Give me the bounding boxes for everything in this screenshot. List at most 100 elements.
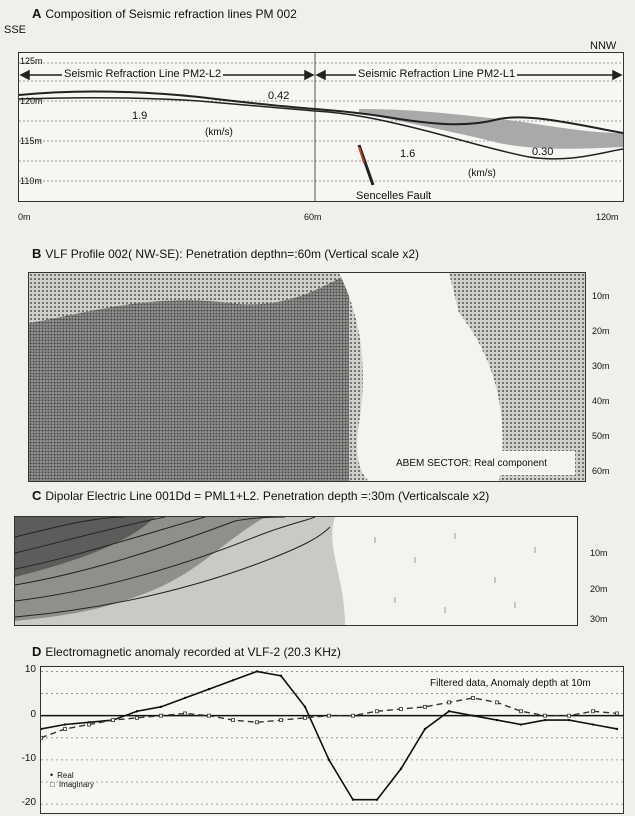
b-depth-10m: 10m xyxy=(592,291,610,301)
y-tick-120: 120m xyxy=(20,96,43,106)
panel-b-title-text: VLF Profile 002( NW-SE): Penetration dep… xyxy=(45,247,420,261)
vlf-high-anomaly-zone xyxy=(29,273,349,481)
em-point-real xyxy=(279,674,283,678)
em-point-imaginary xyxy=(447,700,451,705)
em-point-imaginary xyxy=(543,713,547,718)
em-point-imaginary xyxy=(111,718,115,722)
seismic-section-svg xyxy=(19,53,623,201)
panel-d-title-text: Electromagnetic anomaly recorded at VLF-… xyxy=(45,645,341,659)
em-point-imaginary xyxy=(135,715,139,720)
sector-label-bg xyxy=(389,451,575,475)
b-depth-50m: 50m xyxy=(592,431,610,441)
low-velocity-layer-fill xyxy=(359,109,623,149)
em-point-imaginary xyxy=(183,711,187,716)
em-y-tick-label: 10 xyxy=(24,664,36,676)
panel-c-title-text: Dipolar Electric Line 001Dd = PML1+L2. P… xyxy=(45,489,490,503)
em-series-real-line xyxy=(41,670,618,801)
velocity-label-16: 1.6 xyxy=(400,148,416,160)
velocity-label-030: 0.30 xyxy=(532,146,554,158)
em-point-imaginary xyxy=(255,720,259,725)
panel-a-title: A Composition of Seismic refraction lines… xyxy=(32,6,297,21)
x-tick-120: 120m xyxy=(596,212,619,222)
y-tick-125: 125m xyxy=(20,56,43,66)
legend-real-label: Real xyxy=(57,770,74,780)
legend-imaginary: □ Imaginary xyxy=(50,780,94,789)
em-point-real xyxy=(495,718,499,722)
em-point-real xyxy=(41,727,43,731)
surface-line xyxy=(19,90,623,134)
resistivity-contours xyxy=(15,517,331,618)
panel-a-letter: A xyxy=(32,6,42,21)
em-point-real xyxy=(159,705,163,709)
em-point-imaginary xyxy=(41,735,43,740)
seismic-section xyxy=(18,52,624,202)
em-point-imaginary xyxy=(423,704,427,709)
c-depth-10m: 10m xyxy=(590,548,608,558)
line-label-pm2-l2: Seismic Refraction Line PM2-L2 xyxy=(62,68,224,80)
em-point-real xyxy=(399,767,403,770)
em-chart-svg xyxy=(41,670,623,805)
em-point-imaginary xyxy=(303,715,307,720)
x-tick-0: 0m xyxy=(18,212,31,222)
em-point-imaginary xyxy=(567,713,571,718)
em-chart-frame xyxy=(40,666,624,814)
em-legend: • Real □ Imaginary xyxy=(50,770,94,789)
velocity-label-19: 1.9 xyxy=(132,110,148,122)
resistivity-zone-dark xyxy=(15,517,155,577)
c-depth-20m: 20m xyxy=(590,584,608,594)
electric-section-svg xyxy=(15,517,577,625)
em-point-imaginary xyxy=(591,709,595,714)
em-point-imaginary xyxy=(63,727,67,731)
em-point-real xyxy=(303,705,307,709)
legend-imag-marker: □ xyxy=(50,780,55,789)
seismic-gridlines xyxy=(19,62,623,182)
em-point-real xyxy=(447,710,451,713)
em-point-imaginary xyxy=(519,709,523,714)
unit-label-1: (km/s) xyxy=(205,127,233,138)
direction-sse: SSE xyxy=(4,24,27,36)
em-point-imaginary xyxy=(207,713,211,718)
panel-b-title: B VLF Profile 002( NW-SE): Penetration de… xyxy=(32,246,419,261)
em-point-imaginary xyxy=(327,713,331,718)
em-point-imaginary xyxy=(159,713,163,718)
em-point-real xyxy=(231,679,235,682)
em-y-tick-label: 0 xyxy=(30,708,36,720)
refractor-line xyxy=(19,96,623,160)
legend-real-marker: • xyxy=(50,770,54,780)
em-y-tick-label: -20 xyxy=(21,797,36,809)
sector-label: ABEM SECTOR: Real component xyxy=(396,458,547,469)
legend-imag-label: Imaginary xyxy=(58,780,94,789)
em-point-imaginary xyxy=(495,700,499,705)
em-point-imaginary xyxy=(471,696,475,700)
em-point-imaginary xyxy=(375,709,379,714)
vlf-section xyxy=(28,272,586,482)
em-point-real xyxy=(207,687,211,691)
em-point-real xyxy=(135,710,139,713)
em-series-imaginary-line xyxy=(41,697,618,739)
em-point-real xyxy=(327,758,331,762)
filtered-data-note: Filtered data, Anomaly depth at 10m xyxy=(430,678,591,689)
electric-texture xyxy=(374,533,536,613)
em-point-imaginary xyxy=(615,711,619,716)
panel-d-title: D Electromagnetic anomaly recorded at VLF… xyxy=(32,644,341,659)
em-y-tick-label: -10 xyxy=(21,752,36,764)
b-depth-20m: 20m xyxy=(592,326,610,336)
em-point-imaginary xyxy=(399,707,403,711)
em-point-real xyxy=(591,723,595,726)
em-point-real xyxy=(471,714,475,717)
em-point-real xyxy=(63,723,67,726)
fault-label: Sencelles Fault xyxy=(356,190,432,202)
b-depth-40m: 40m xyxy=(592,396,610,406)
x-tick-60: 60m xyxy=(304,212,322,222)
direction-nnw: NNW xyxy=(590,40,617,52)
em-point-imaginary xyxy=(87,722,91,727)
em-point-imaginary xyxy=(231,718,235,722)
em-point-real xyxy=(255,670,259,673)
unit-label-2: (km/s) xyxy=(468,168,496,179)
em-point-imaginary xyxy=(351,713,355,718)
em-point-real xyxy=(351,798,355,801)
c-depth-30m: 30m xyxy=(590,614,608,624)
y-tick-115: 115m xyxy=(20,136,42,146)
panel-c-letter: C xyxy=(32,488,42,503)
b-depth-30m: 30m xyxy=(592,361,610,371)
